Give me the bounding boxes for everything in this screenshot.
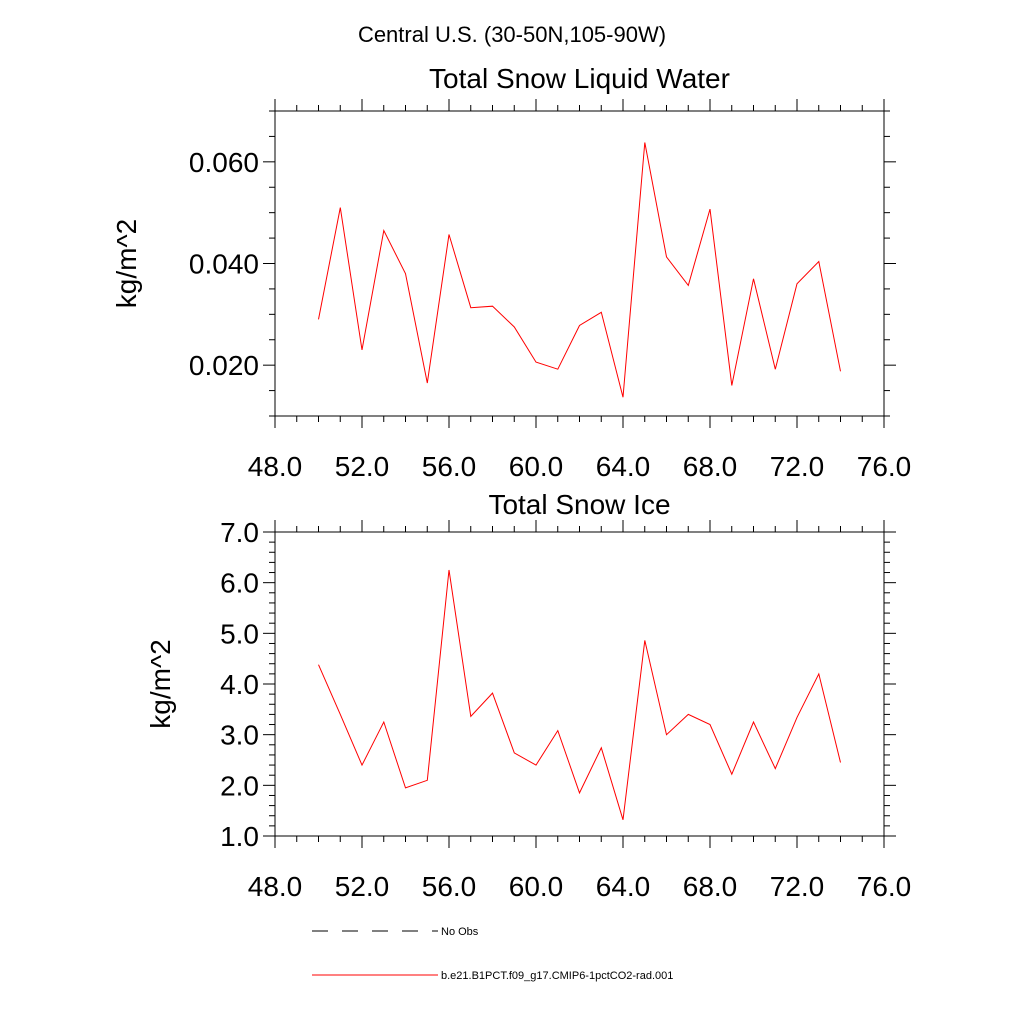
x-tick-label: 68.0 (683, 451, 738, 482)
y-tick-label: 7.0 (220, 517, 259, 548)
snow-ice-panel: Total Snow Ice 1.0 2.0 3.0 4.0 5.0 6.0 7.0 48.0 5… (145, 489, 911, 902)
series-line (318, 569, 841, 820)
y-tick-label: 4.0 (220, 669, 259, 700)
y-tick-label: 6.0 (220, 568, 259, 599)
legend-model-label: b.e21.B1PCT.f09_g17.CMIP6-1pctCO2-rad.00… (441, 970, 673, 982)
y-tick-label: 1.0 (220, 821, 259, 852)
x-tick-label: 48.0 (248, 871, 303, 902)
page-title: Central U.S. (30-50N,105-90W) (358, 22, 666, 47)
plot-frame (274, 110, 885, 417)
x-tick-label: 60.0 (509, 451, 564, 482)
panel-title: Total Snow Ice (488, 489, 670, 520)
x-tick-label: 52.0 (335, 871, 390, 902)
plot-frame (274, 531, 885, 837)
x-tick-label: 48.0 (248, 451, 303, 482)
panel-title: Total Snow Liquid Water (429, 63, 730, 94)
x-tick-label: 72.0 (770, 871, 825, 902)
x-tick-label: 72.0 (770, 451, 825, 482)
x-tick-label: 76.0 (857, 451, 912, 482)
snow-liquid-water-panel: Total Snow Liquid Water 0.020 0.040 0.060 48… (111, 63, 911, 482)
x-tick-label: 68.0 (683, 871, 738, 902)
x-tick-label: 60.0 (509, 871, 564, 902)
x-tick-label: 64.0 (596, 871, 651, 902)
x-tick-label: 64.0 (596, 451, 651, 482)
x-tick-label: 52.0 (335, 451, 390, 482)
y-axis-label: kg/m^2 (145, 639, 176, 728)
y-tick-label: 5.0 (220, 618, 259, 649)
x-tick-label: 76.0 (857, 871, 912, 902)
y-tick-label: 3.0 (220, 720, 259, 751)
series-line (318, 142, 841, 398)
legend: No Obs b.e21.B1PCT.f09_g17.CMIP6-1pctCO2… (312, 926, 673, 982)
y-axis-label: kg/m^2 (111, 219, 142, 308)
x-tick-label: 56.0 (422, 871, 477, 902)
x-tick-label: 56.0 (422, 451, 477, 482)
y-tick-label: 0.020 (189, 350, 259, 381)
y-tick-label: 2.0 (220, 770, 259, 801)
y-tick-label: 0.040 (189, 249, 259, 280)
legend-obs-label: No Obs (441, 926, 479, 938)
y-tick-label: 0.060 (189, 147, 259, 178)
